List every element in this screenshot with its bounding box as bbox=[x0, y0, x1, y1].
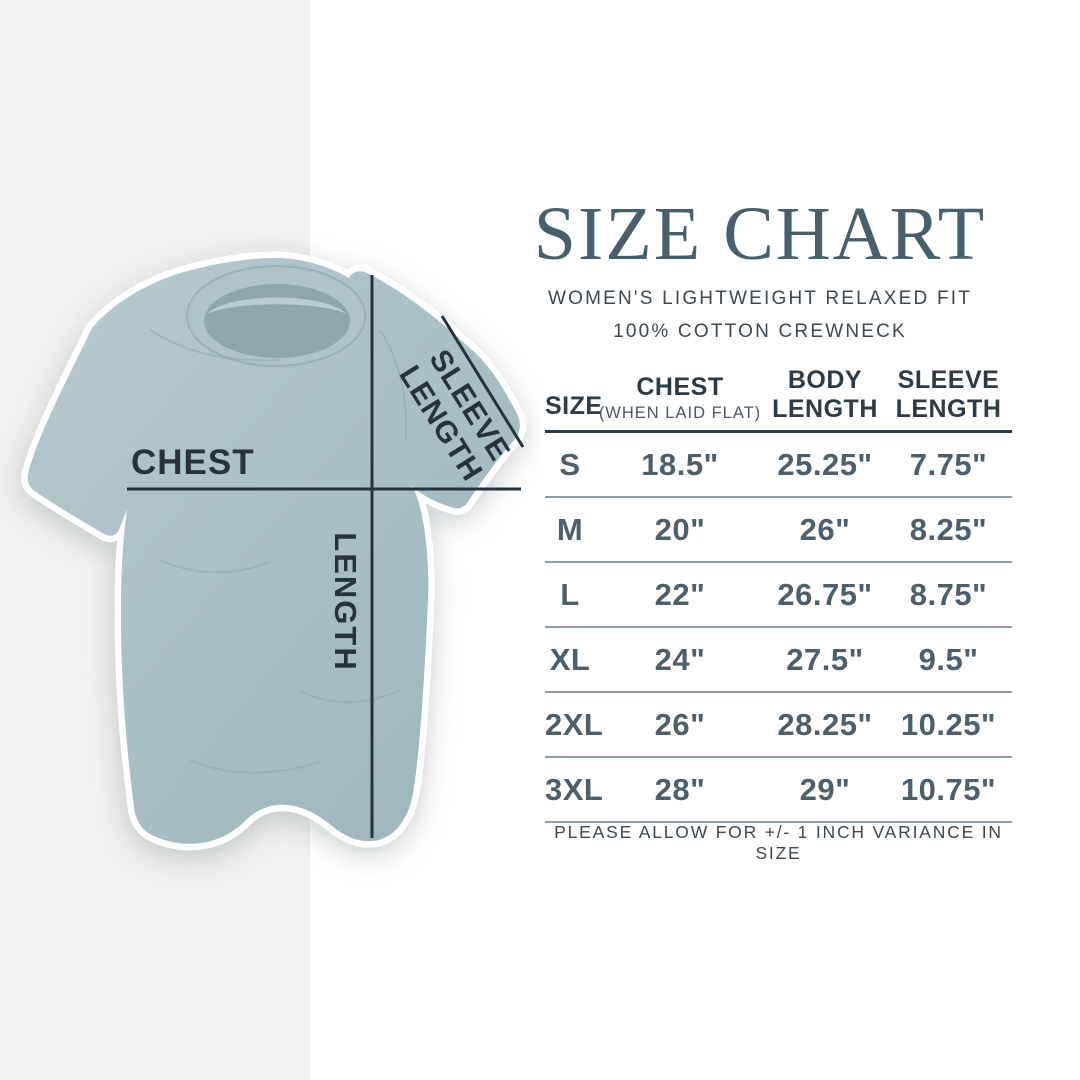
body-length-cell: 25.25" bbox=[777, 446, 873, 482]
sleeve-length-cell: 10.25" bbox=[900, 706, 997, 742]
size-cell: XL bbox=[549, 641, 591, 677]
tshirt-body bbox=[21, 251, 527, 851]
size-cell: 2XL bbox=[545, 706, 604, 742]
chest-cell: 18.5" bbox=[641, 446, 719, 482]
size-cell: S bbox=[559, 446, 581, 482]
chest-cell: 28" bbox=[654, 771, 706, 807]
body-length-cell: 29" bbox=[799, 771, 851, 807]
body-length-cell: 27.5" bbox=[786, 641, 864, 677]
size-cell: L bbox=[560, 576, 580, 612]
page-title: SIZE CHART bbox=[533, 192, 987, 276]
chest-cell: 20" bbox=[654, 511, 706, 547]
column-header-sleeve-length: SLEEVE LENGTH bbox=[895, 366, 1002, 423]
column-header-body-length: BODY LENGTH bbox=[772, 366, 878, 423]
size-cell: M bbox=[556, 511, 584, 547]
chest-annotation-label: CHEST bbox=[131, 443, 255, 482]
chest-cell: 24" bbox=[654, 641, 706, 677]
sleeve-length-cell: 7.75" bbox=[909, 446, 988, 482]
table-row: 3XL 28" 29" 10.75" bbox=[545, 758, 1012, 823]
table-row: XL 24" 27.5" 9.5" bbox=[545, 628, 1012, 693]
subtitle-fit: WOMEN'S LIGHTWEIGHT RELAXED FIT bbox=[547, 288, 973, 309]
chest-cell: 22" bbox=[654, 576, 706, 612]
sleeve-length-cell: 9.5" bbox=[918, 641, 979, 677]
sleeve-line bbox=[440, 315, 525, 448]
column-header-size: SIZE bbox=[545, 391, 603, 420]
measurement-lines bbox=[127, 275, 525, 838]
table-row: S 18.5" 25.25" 7.75" bbox=[545, 433, 1012, 498]
body-length-cell: 26" bbox=[799, 511, 851, 547]
sleeve-length-cell: 8.25" bbox=[909, 511, 988, 547]
chest-cell: 26" bbox=[654, 706, 706, 742]
variance-note: PLEASE ALLOW FOR +/- 1 INCH VARIANCE IN … bbox=[554, 822, 1003, 863]
length-annotation-label: LENGTH bbox=[328, 532, 363, 672]
table-header-row: SIZE CHEST (WHEN LAID FLAT) BODY LENGTH … bbox=[545, 366, 1012, 433]
subtitle-material: 100% COTTON CREWNECK bbox=[613, 321, 907, 342]
size-cell: 3XL bbox=[545, 771, 604, 807]
table-row: 2XL 26" 28.25" 10.25" bbox=[545, 693, 1012, 758]
sleeve-length-cell: 10.75" bbox=[900, 771, 997, 807]
size-table: SIZE CHEST (WHEN LAID FLAT) BODY LENGTH … bbox=[545, 366, 1012, 823]
sleeve-length-cell: 8.75" bbox=[909, 576, 988, 612]
table-row: M 20" 26" 8.25" bbox=[545, 498, 1012, 563]
body-length-cell: 26.75" bbox=[777, 576, 873, 612]
body-length-cell: 28.25" bbox=[777, 706, 873, 742]
tshirt-diagram bbox=[21, 251, 527, 851]
fabric-folds bbox=[149, 329, 408, 774]
tshirt-collar bbox=[186, 265, 366, 367]
column-header-chest: CHEST (WHEN LAID FLAT) bbox=[595, 373, 765, 423]
column-header-chest-label: CHEST bbox=[636, 372, 724, 401]
column-header-chest-subtext: (WHEN LAID FLAT) bbox=[598, 404, 762, 423]
table-row: L 22" 26.75" 8.75" bbox=[545, 563, 1012, 628]
